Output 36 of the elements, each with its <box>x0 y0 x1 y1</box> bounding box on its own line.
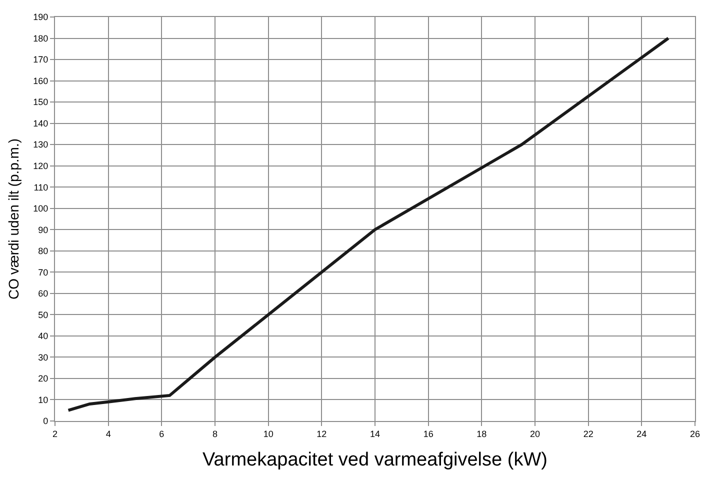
y-tick-label: 80 <box>38 246 48 256</box>
y-tick-label: 170 <box>33 54 48 65</box>
y-tick-label: 100 <box>33 204 48 214</box>
y-tick-label: 120 <box>33 160 48 171</box>
y-tick-label: 150 <box>33 97 48 108</box>
x-tick-label: 8 <box>212 428 218 439</box>
x-tick-label: 22 <box>583 428 594 439</box>
x-tick-label: 6 <box>159 428 164 439</box>
y-tick-label: 110 <box>34 182 48 192</box>
x-tick-label: 2 <box>52 428 58 439</box>
x-tick-label: 20 <box>530 428 540 439</box>
x-tick-label: 12 <box>316 428 327 439</box>
x-axis-title: Varmekapacitet ved varmeafgivelse (kW) <box>202 450 548 471</box>
y-tick-label: 140 <box>33 118 48 128</box>
y-tick-label: 160 <box>33 76 48 86</box>
x-tick-label: 14 <box>370 428 380 439</box>
y-tick-label: 30 <box>38 352 48 362</box>
y-tick-label: 10 <box>38 394 48 405</box>
y-axis-title: CO værdi uden ilt (p.p.m.) <box>6 138 22 300</box>
y-tick-label: 180 <box>33 33 48 44</box>
y-tick-label: 90 <box>38 224 48 235</box>
y-tick-label: 0 <box>43 416 48 426</box>
y-tick-label: 70 <box>38 267 48 278</box>
x-tick-label: 16 <box>423 428 434 439</box>
line-series <box>66 36 670 412</box>
x-tick-label: 4 <box>106 428 111 439</box>
y-tick-label: 130 <box>33 140 48 150</box>
y-tick-label: 20 <box>38 374 48 384</box>
x-tick-label: 24 <box>636 428 647 439</box>
x-tick-label: 10 <box>263 428 274 439</box>
y-tick-label: 50 <box>38 310 48 320</box>
x-tick-label: 26 <box>690 428 700 439</box>
y-tick-label: 190 <box>33 12 48 22</box>
y-tick-label: 60 <box>38 288 48 299</box>
x-tick-label: 18 <box>476 428 487 439</box>
y-tick-label: 40 <box>38 331 48 342</box>
